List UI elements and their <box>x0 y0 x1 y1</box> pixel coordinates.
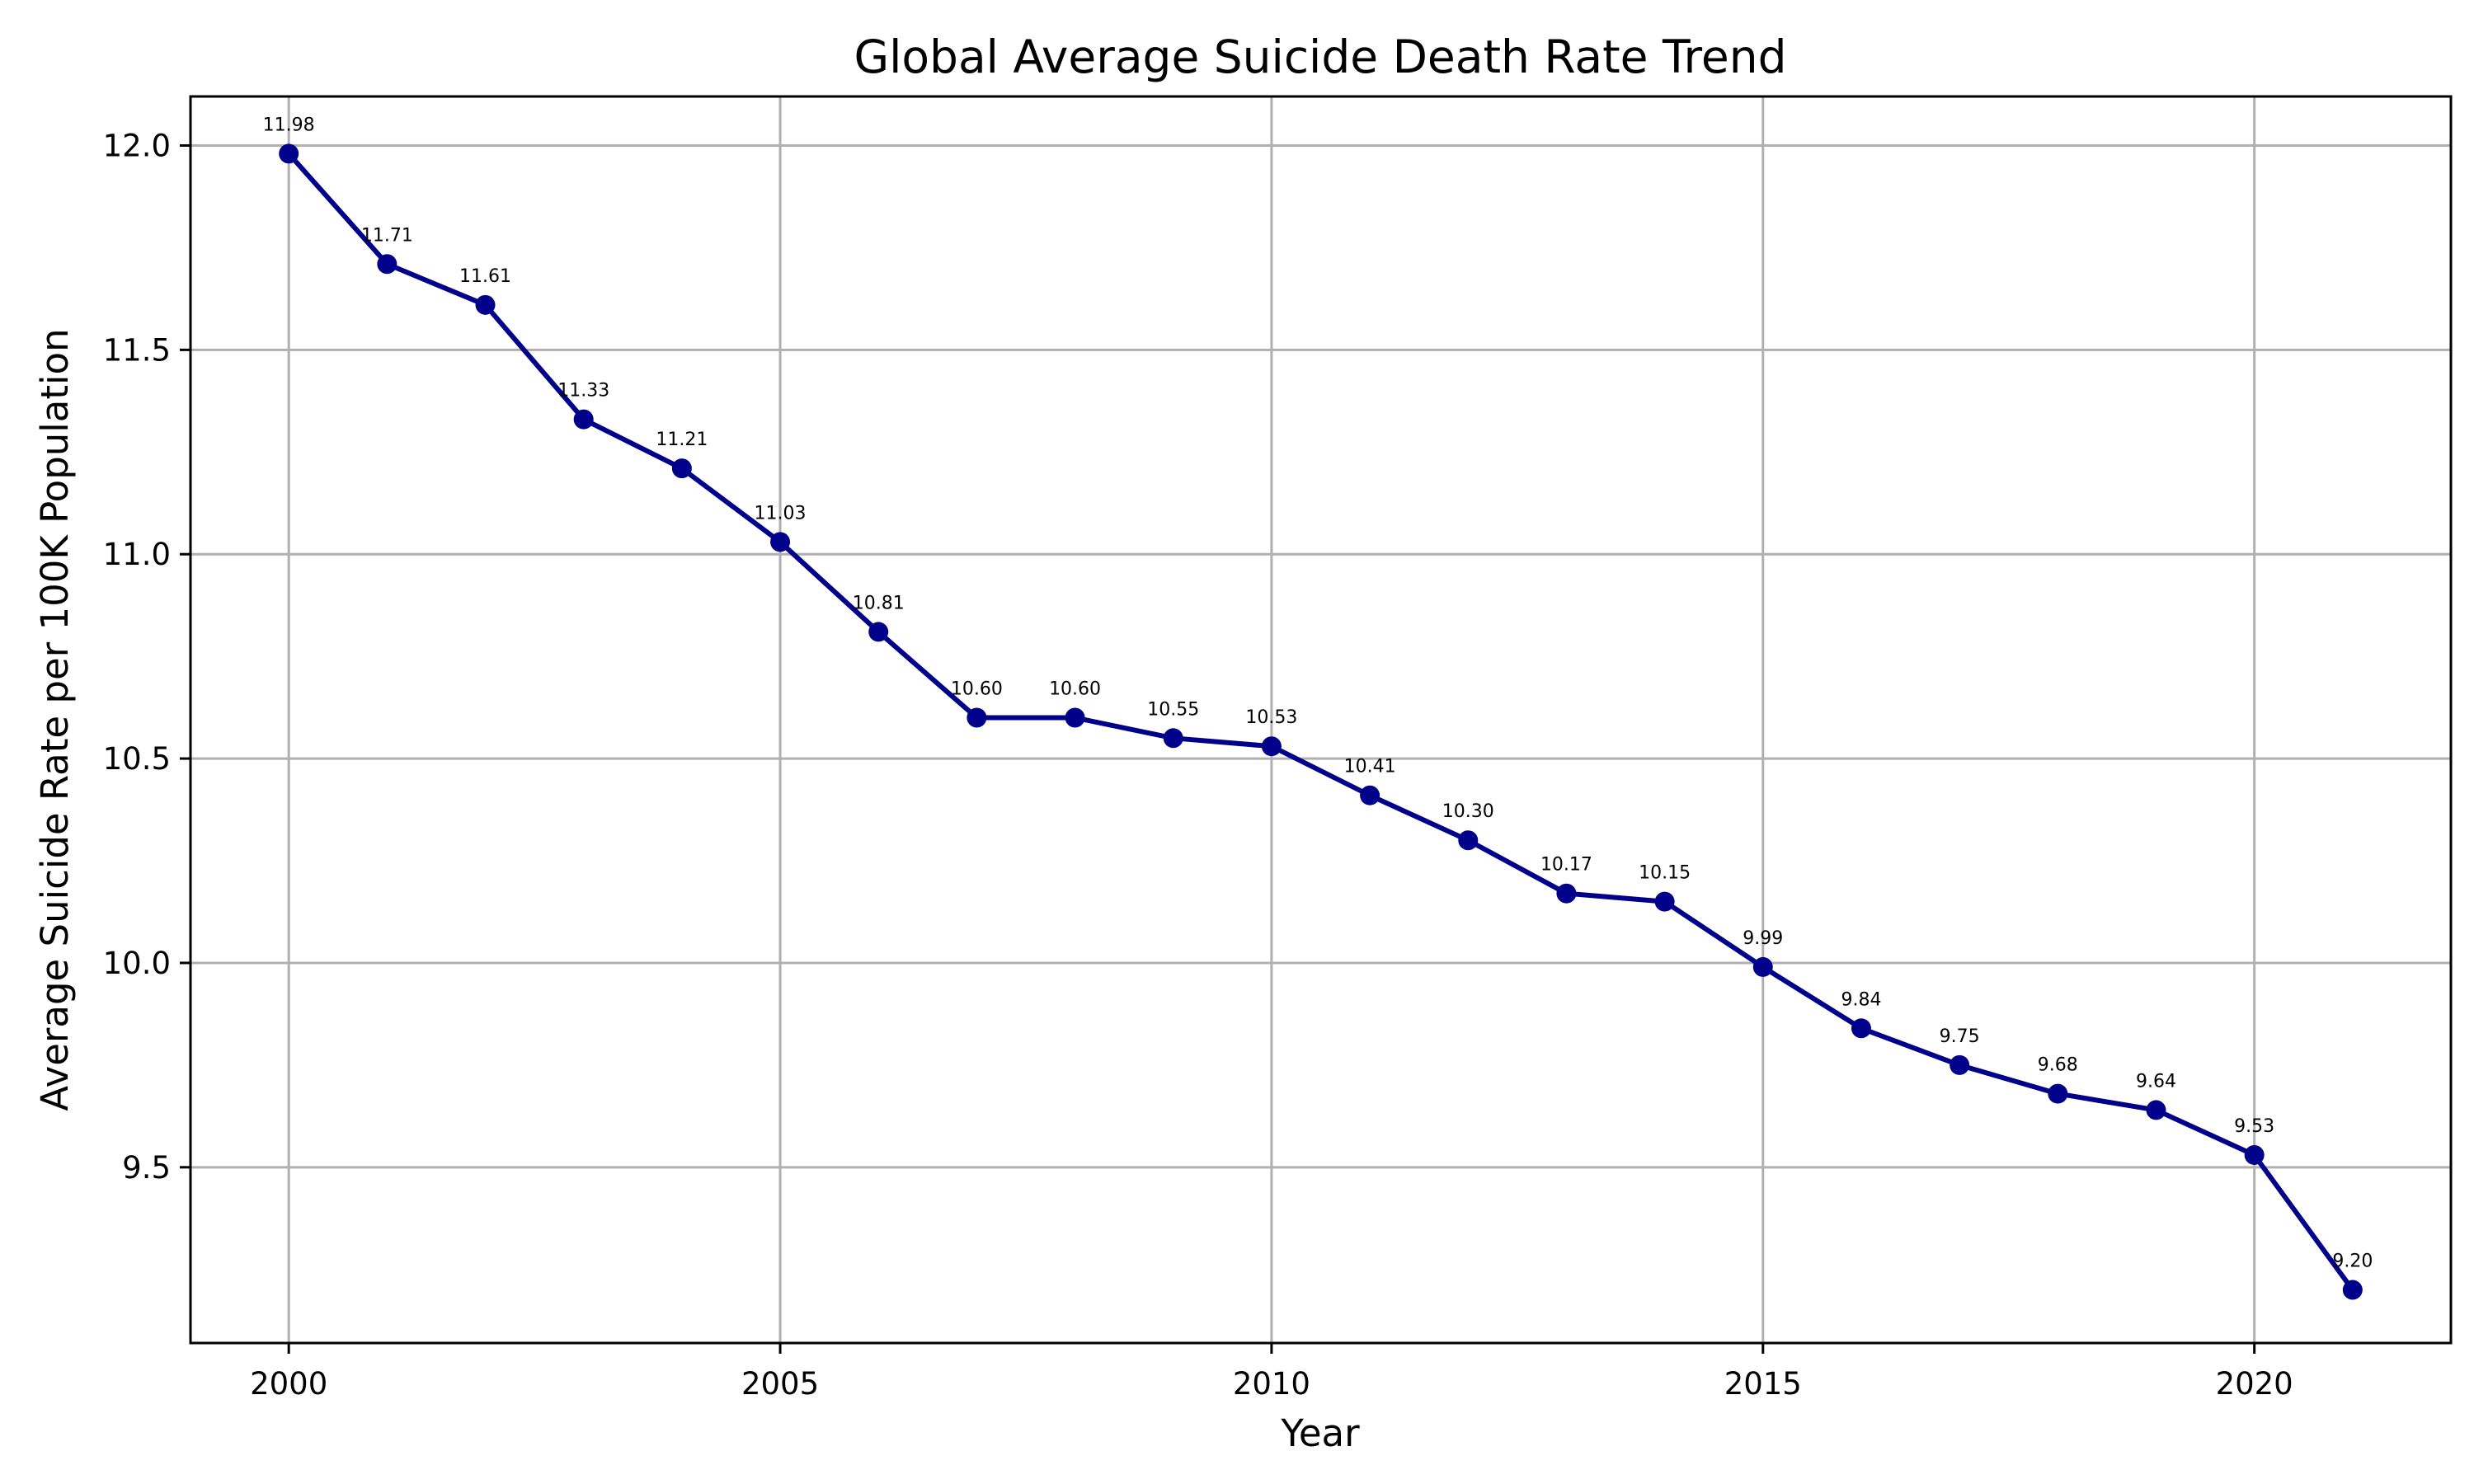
data-label: 9.75 <box>1940 1026 1980 1047</box>
data-point <box>1163 728 1183 749</box>
data-label: 10.17 <box>1540 855 1592 876</box>
data-label: 10.53 <box>1245 707 1297 728</box>
data-label: 11.71 <box>361 225 413 246</box>
series-layer <box>279 143 2363 1300</box>
data-point <box>1261 736 1282 757</box>
data-label: 11.61 <box>459 266 511 287</box>
data-point <box>475 294 496 315</box>
data-label: 10.81 <box>853 593 905 613</box>
data-point <box>2048 1083 2068 1104</box>
data-point <box>967 707 987 728</box>
data-label: 11.98 <box>263 115 315 135</box>
data-point <box>1360 785 1380 805</box>
data-label: 10.60 <box>1049 679 1101 700</box>
data-label: 9.99 <box>1743 928 1783 949</box>
y-tick-label: 12.0 <box>103 128 171 163</box>
y-tick-label: 11.0 <box>103 537 171 572</box>
x-tick-label: 2010 <box>1233 1366 1310 1402</box>
data-point <box>1065 707 1085 728</box>
chart-title: Global Average Suicide Death Rate Trend <box>854 31 1787 83</box>
data-point <box>2244 1144 2265 1165</box>
data-point <box>573 409 594 430</box>
y-axis-label: Average Suicide Rate per 100K Population <box>33 328 77 1111</box>
data-label: 9.53 <box>2234 1116 2274 1137</box>
data-point <box>2342 1280 2363 1300</box>
x-axis-label: Year <box>1280 1411 1360 1455</box>
plot-frame <box>189 95 2453 1345</box>
data-label: 10.15 <box>1639 863 1691 884</box>
x-tick-label: 2020 <box>2216 1366 2293 1402</box>
data-labels-layer: 11.98 11.71 11.61 11.33 11.21 11.03 10.81 10.60… <box>263 115 2373 1271</box>
data-label: 11.03 <box>755 503 807 524</box>
data-point <box>377 254 397 275</box>
data-label: 9.84 <box>1841 989 1881 1010</box>
data-label: 9.20 <box>2332 1252 2373 1272</box>
data-point <box>770 532 791 552</box>
y-tick-label: 10.0 <box>103 946 171 981</box>
y-tick-label: 9.5 <box>122 1150 171 1186</box>
data-point <box>1950 1054 1970 1075</box>
x-tick-label: 2000 <box>250 1366 327 1402</box>
data-point <box>1851 1018 1871 1039</box>
data-point <box>2146 1100 2166 1120</box>
data-point <box>671 458 692 479</box>
data-label: 9.64 <box>2136 1071 2176 1092</box>
ticks-layer: 2000 2005 2010 2015 2020 9.5 10.0 10.5 11.0 11.5 1… <box>103 128 2293 1402</box>
grid-layer <box>190 96 2451 1343</box>
series-line <box>286 152 2355 1292</box>
data-label: 11.21 <box>656 430 708 450</box>
data-point <box>1556 883 1577 904</box>
data-label: 10.30 <box>1442 801 1494 822</box>
x-tick-label: 2005 <box>741 1366 819 1402</box>
data-label: 11.33 <box>557 381 609 402</box>
data-point <box>1654 891 1675 912</box>
x-tick-label: 2015 <box>1724 1366 1802 1402</box>
data-point <box>868 622 889 642</box>
data-label: 10.41 <box>1344 757 1396 777</box>
data-label: 9.68 <box>2038 1055 2078 1076</box>
data-point <box>1752 956 1773 977</box>
data-point <box>1458 830 1479 851</box>
data-label: 10.55 <box>1147 699 1199 720</box>
data-label: 10.60 <box>951 679 1003 700</box>
data-point <box>279 143 299 164</box>
y-tick-label: 11.5 <box>103 332 171 368</box>
y-tick-label: 10.5 <box>103 741 171 777</box>
